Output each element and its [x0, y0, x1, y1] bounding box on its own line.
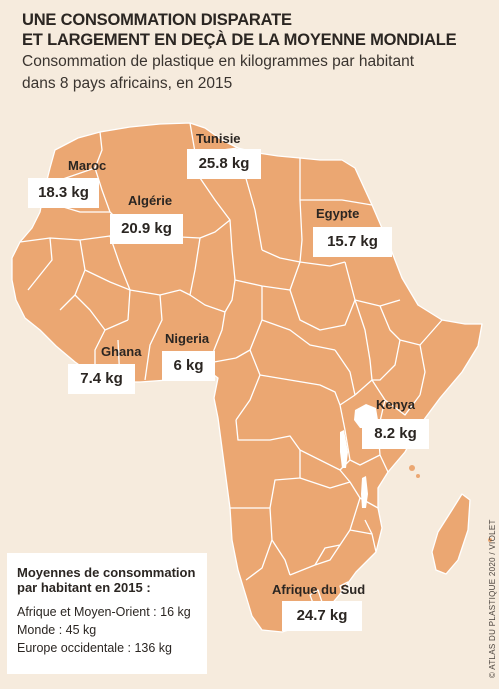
credit-text: © ATLAS DU PLASTIQUE 2020 / VIOLET: [488, 519, 497, 678]
country-name-nigeria: Nigeria: [165, 331, 210, 346]
country-borders: [19, 122, 443, 607]
country-name-kenya: Kenya: [376, 397, 416, 412]
island-mark: [416, 474, 420, 478]
legend-item-europe-occidentale: Europe occidentale : 136 kg: [17, 641, 172, 655]
legend-items: Afrique et Moyen-Orient : 16 kg Monde : …: [17, 603, 199, 657]
value-box-afrique-du-sud: 24.7 kg: [282, 601, 362, 631]
island-mark: [409, 465, 415, 471]
country-name-afrique-du-sud: Afrique du Sud: [272, 582, 366, 597]
value-box-maroc: 18.3 kg: [28, 178, 99, 208]
legend-box: Moyennes de consommation par habitant en…: [7, 553, 207, 674]
country-name-tunisie: Tunisie: [196, 131, 241, 146]
subtitle-line-2: dans 8 pays africains, en 2015: [22, 75, 233, 92]
island-mark: [488, 538, 492, 542]
legend-item-afrique-moyen-orient: Afrique et Moyen-Orient : 16 kg: [17, 605, 191, 619]
lake-tanganyika: [340, 430, 348, 468]
title-line-2: ET LARGEMENT EN DEÇÀ DE LA MOYENNE MONDI…: [22, 31, 457, 49]
legend-item-monde: Monde : 45 kg: [17, 623, 97, 637]
value-box-kenya: 8.2 kg: [362, 419, 429, 449]
country-name-ghana: Ghana: [101, 344, 142, 359]
islands: [409, 465, 492, 542]
value-box-tunisie: 25.8 kg: [187, 149, 261, 179]
subtitle-line-1: Consommation de plastique en kilogrammes…: [22, 53, 415, 70]
lake-malawi: [361, 476, 368, 508]
header: UNE CONSOMMATION DISPARATE ET LARGEMENT …: [22, 10, 472, 94]
value-box-ghana: 7.4 kg: [68, 364, 135, 394]
country-name-egypte: Egypte: [316, 206, 360, 221]
country-name-maroc: Maroc: [68, 158, 107, 173]
value-box-algerie: 20.9 kg: [110, 214, 183, 244]
value-box-egypte: 15.7 kg: [313, 227, 392, 257]
legend-title-line-2: par habitant en 2015 :: [17, 580, 151, 595]
madagascar: [431, 493, 471, 575]
title-line-1: UNE CONSOMMATION DISPARATE: [22, 11, 292, 29]
legend-title-line-1: Moyennes de consommation: [17, 565, 196, 580]
value-box-nigeria: 6 kg: [162, 351, 215, 381]
country-name-algerie: Algérie: [128, 193, 173, 208]
